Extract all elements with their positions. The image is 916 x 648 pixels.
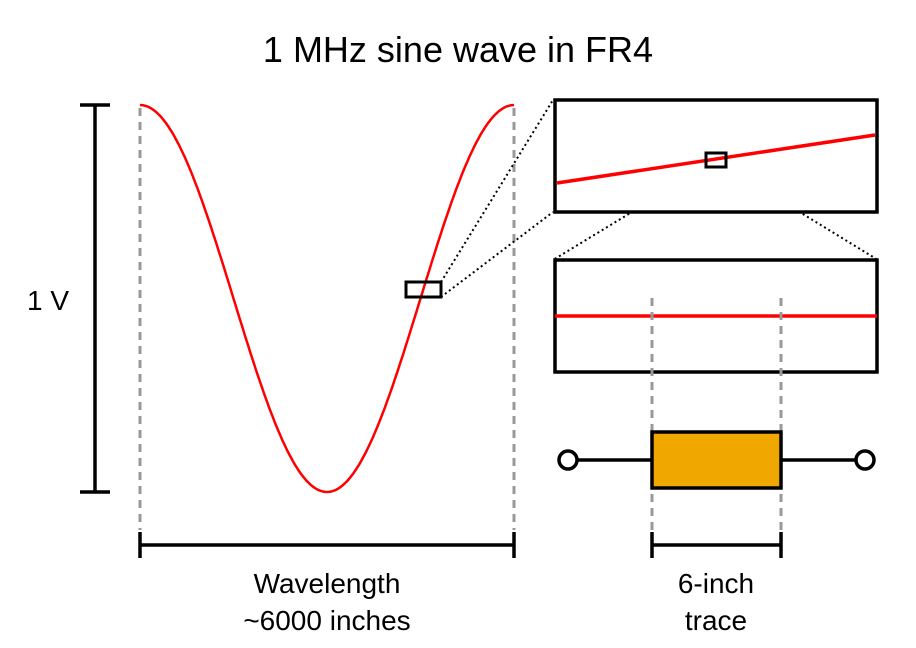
trace-guides (650, 298, 783, 530)
trace-bracket (650, 532, 783, 558)
trace-label-2: trace (685, 605, 747, 636)
zoom-connectors (440, 99, 879, 298)
wavelength-label-1: Wavelength (254, 568, 401, 599)
trace-symbol (557, 430, 876, 490)
title: 1 MHz sine wave in FR4 (263, 29, 653, 70)
wavelength-label-2: ~6000 inches (243, 605, 410, 636)
trace-label-1: 6-inch (678, 568, 754, 599)
terminal-left (557, 449, 579, 471)
wavelength-guides (138, 108, 516, 530)
trace-body (650, 430, 783, 490)
zoom-box-panel (704, 151, 728, 169)
amplitude-label: 1 V (27, 285, 69, 316)
wavelength-bracket (138, 532, 516, 558)
amplitude-bracket (80, 103, 110, 494)
zoom-box-main (404, 280, 443, 299)
zoom-panel-1 (553, 98, 879, 214)
terminal-right (854, 449, 876, 471)
zoom-panel-2 (553, 258, 879, 374)
sine-wave (139, 103, 515, 494)
